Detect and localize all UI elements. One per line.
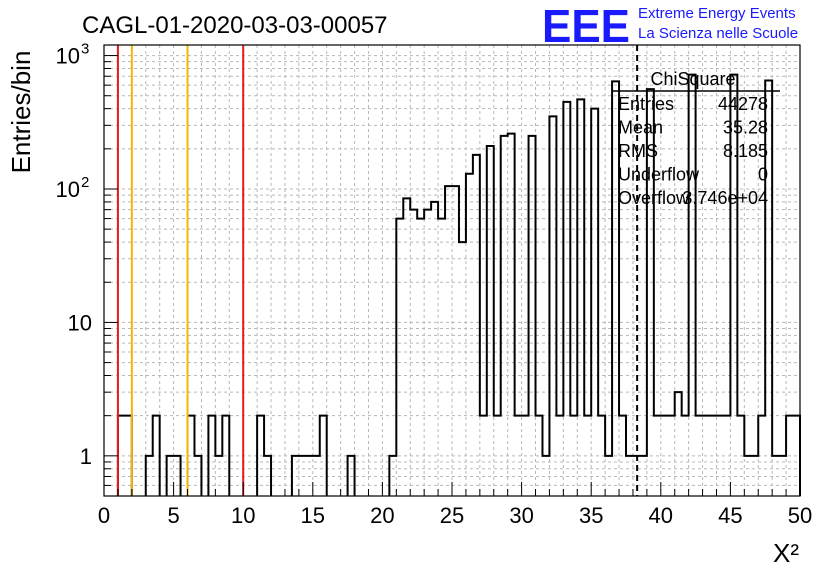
histogram-outline	[116, 73, 801, 496]
grid-layer	[104, 45, 800, 497]
brand-line-1: Extreme Energy Events	[638, 5, 796, 22]
marker-lines-layer	[116, 45, 639, 496]
x-tick-label: 25	[440, 503, 464, 528]
stats-value: 3.746e+04	[682, 188, 768, 208]
stats-label: Entries	[618, 94, 674, 114]
x-tick-label: 5	[167, 503, 179, 528]
y-axis-title: Entries/bin	[6, 51, 36, 174]
stats-value: 0	[758, 165, 768, 185]
x-tick-label: 30	[509, 503, 533, 528]
stats-label: Mean	[618, 118, 663, 138]
x-tick-label: 40	[649, 503, 673, 528]
x-tick-label: 10	[231, 503, 255, 528]
y-tick-label: 10	[56, 177, 80, 202]
stats-label: RMS	[618, 141, 658, 161]
stats-value: 35.28	[723, 118, 768, 138]
stats-label: Underflow	[618, 165, 700, 185]
stats-box: ChiSquare Entries 44278 Mean 35.28 RMS 8.185 U…	[612, 69, 780, 208]
stats-label: Overflow	[618, 188, 690, 208]
eee-logo: EEE	[542, 0, 630, 52]
stats-value: 44278	[718, 94, 768, 114]
x-tick-label: 15	[301, 503, 325, 528]
y-tick-label: 10	[68, 310, 92, 335]
y-tick-exponent: 3	[81, 41, 89, 58]
x-tick-label: 45	[718, 503, 742, 528]
brand-line-2: La Scienza nelle Scuole	[638, 25, 798, 42]
x-axis-title: X²	[773, 538, 799, 568]
histogram-layer	[116, 73, 801, 496]
ticks-layer	[103, 55, 801, 497]
y-tick-label: 10	[56, 44, 80, 69]
x-tick-label: 50	[788, 503, 812, 528]
y-tick-exponent: 2	[81, 174, 89, 191]
chart-title: CAGL-01-2020-03-03-00057	[82, 12, 388, 39]
stats-value: 8.185	[723, 141, 768, 161]
stats-rows: Entries 44278 Mean 35.28 RMS 8.185 Underflow 0 O…	[618, 94, 768, 208]
stats-title: ChiSquare	[650, 69, 735, 89]
x-tick-label: 20	[370, 503, 394, 528]
x-tick-label: 0	[98, 503, 110, 528]
y-tick-label: 1	[80, 444, 92, 469]
x-tick-label: 35	[579, 503, 603, 528]
